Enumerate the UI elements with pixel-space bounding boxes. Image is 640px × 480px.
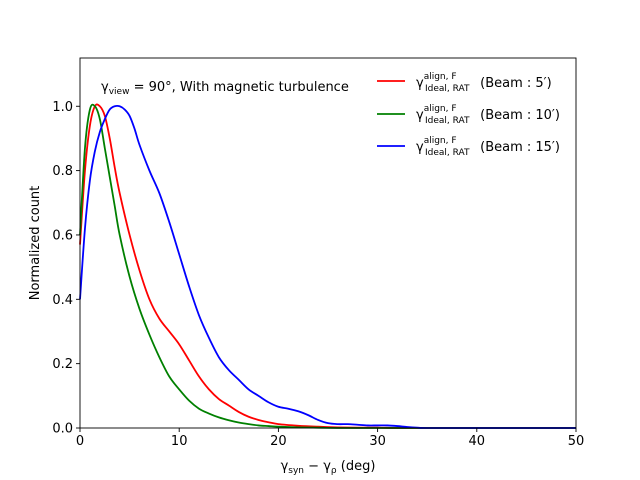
x-tick-label: 30 [369, 434, 386, 449]
y-tick-label: 0.8 [52, 164, 73, 179]
legend-entry-beam15: γalign, F Ideal, RAT (Beam : 15′) [377, 136, 560, 158]
series-line-2 [79, 104, 576, 429]
x-axis-label: γsyn − γρ (deg) [281, 459, 376, 476]
legend-label-beam10: γalign, F Ideal, RAT (Beam : 10′) [416, 104, 560, 126]
plot-area [80, 58, 576, 428]
y-tick-label: 0.6 [52, 228, 73, 243]
legend-entry-beam5: γalign, F Ideal, RAT (Beam : 5′) [377, 72, 552, 94]
x-tick-label: 20 [270, 434, 287, 449]
axes-layer: 0 10 20 30 40 50 0.0 0.2 0.4 0.6 0.8 1.0 [52, 57, 585, 449]
legend: γalign, F Ideal, RAT (Beam : 5′) γalign, … [377, 72, 560, 158]
legend-label-beam15: γalign, F Ideal, RAT (Beam : 15′) [416, 136, 560, 158]
y-tick-label: 1.0 [52, 100, 73, 115]
x-tick-label: 50 [568, 434, 585, 449]
y-axis-label: Normalized count [28, 186, 43, 301]
x-tick-label: 0 [76, 434, 84, 449]
y-tick-label: 0.4 [52, 293, 73, 308]
y-tick-label: 0.0 [52, 422, 73, 437]
y-tick-label: 0.2 [52, 357, 73, 372]
axes-frame [79, 57, 577, 429]
legend-label-beam5: γalign, F Ideal, RAT (Beam : 5′) [416, 72, 552, 94]
x-tick-label: 40 [469, 434, 486, 449]
annotation: γview = 90°, With magnetic turbulence [101, 80, 349, 97]
x-tick-label: 10 [171, 434, 188, 449]
legend-entry-beam10: γalign, F Ideal, RAT (Beam : 10′) [377, 104, 560, 126]
